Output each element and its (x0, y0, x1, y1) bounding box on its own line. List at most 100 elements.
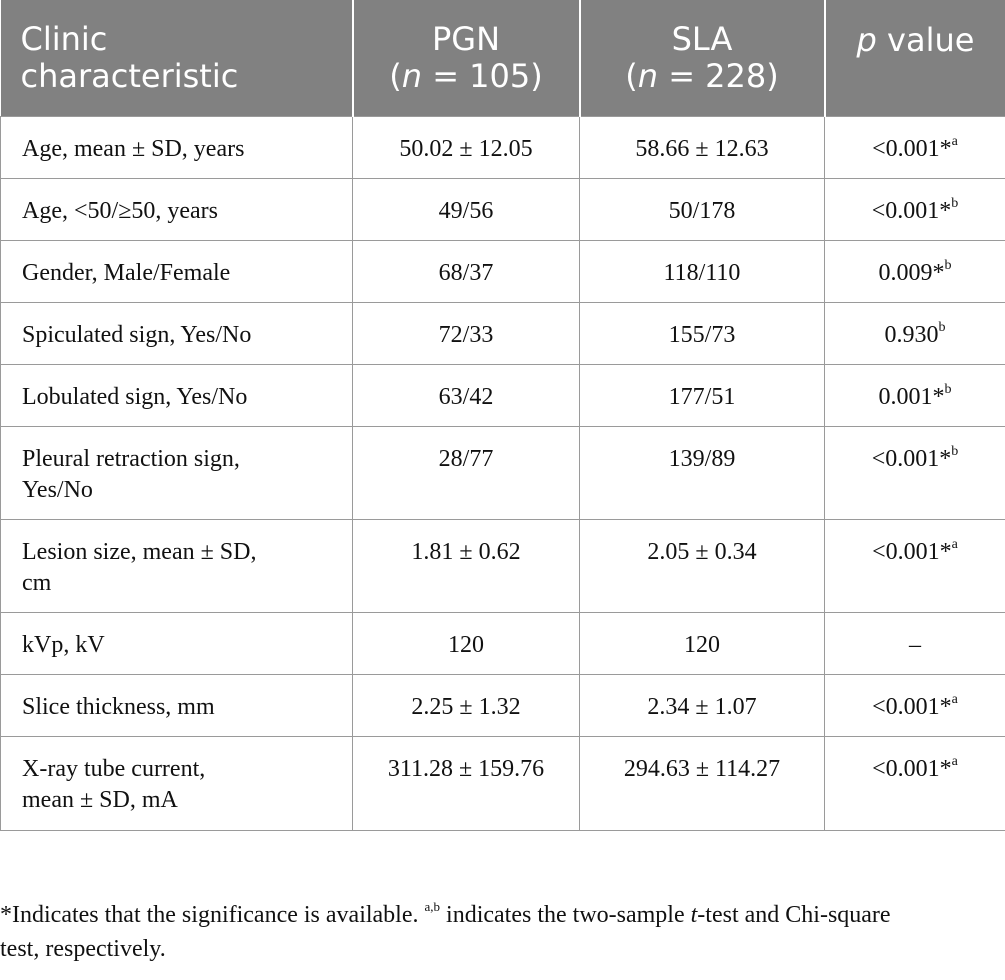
p-value-superscript: a (951, 753, 958, 769)
header-row: Clinic characteristic PGN (n = 105) SLA … (0, 0, 1005, 116)
pgn-value: 120 (352, 611, 580, 675)
header-p-value: p value (824, 0, 1005, 116)
row-label-line1: Pleural retraction sign, (22, 445, 240, 472)
p-value: <0.001*a (824, 115, 1005, 179)
row-label-line1: X-ray tube current, (22, 755, 206, 782)
sla-value: 2.05 ± 0.34 (579, 518, 825, 613)
header-sla-open-paren: ( (625, 56, 638, 95)
header-pgn-count: = 105) (422, 56, 543, 95)
pgn-value: 311.28 ± 159.76 (352, 735, 580, 831)
p-value-text: <0.001* (872, 135, 952, 162)
p-value-superscript: b (938, 319, 946, 335)
pgn-value: 2.25 ± 1.32 (352, 673, 580, 737)
row-label-line1: Lesion size, mean ± SD, (22, 538, 257, 565)
p-value: <0.001*a (824, 673, 1005, 737)
row-label: X-ray tube current, mean ± SD, mA (0, 735, 353, 831)
header-value-word: value (876, 21, 975, 59)
header-characteristic: Clinic characteristic (0, 0, 354, 116)
sla-value: 2.34 ± 1.07 (579, 673, 825, 737)
p-value: – (824, 611, 1005, 675)
p-value-text: <0.001* (872, 538, 952, 565)
p-value: 0.930b (824, 301, 1005, 365)
p-value: <0.001*b (824, 425, 1005, 520)
header-pgn-line1: PGN (431, 19, 501, 58)
row-label: Age, mean ± SD, years (0, 115, 353, 179)
header-sla-line1: SLA (671, 19, 733, 58)
row-label: kVp, kV (0, 611, 353, 675)
p-value-superscript: a (951, 133, 958, 149)
sla-value: 58.66 ± 12.63 (579, 115, 825, 179)
p-value-text: <0.001* (872, 693, 952, 720)
table-row: Pleural retraction sign, Yes/No 28/77 139… (0, 425, 1005, 520)
sla-value: 120 (579, 611, 825, 675)
header-characteristic-line1: Clinic (20, 19, 108, 58)
header-pgn-line2: (n = 105) (354, 56, 579, 95)
table-header: Clinic characteristic PGN (n = 105) SLA … (0, 0, 1005, 116)
pgn-value: 72/33 (352, 301, 580, 365)
header-pgn-open-paren: ( (389, 56, 402, 95)
table-row: Age, <50/≥50, years 49/56 50/178 <0.001*… (0, 177, 1005, 241)
p-value-superscript: a (951, 536, 958, 552)
pgn-value: 50.02 ± 12.05 (352, 115, 580, 179)
p-value-text: <0.001* (871, 197, 952, 224)
header-p-value-line1: p value (826, 22, 1005, 59)
table-row: Slice thickness, mm 2.25 ± 1.32 2.34 ± 1… (0, 673, 1005, 737)
p-value-superscript: b (951, 443, 959, 459)
p-value-superscript: b (944, 257, 952, 273)
sla-value: 294.63 ± 114.27 (579, 735, 825, 831)
table-row: X-ray tube current, mean ± SD, mA 311.28 … (0, 735, 1005, 831)
p-value-text: <0.001* (872, 755, 952, 782)
table-row: Lobulated sign, Yes/No 63/42 177/51 0.00… (0, 363, 1005, 427)
footnote-part1: *Indicates that the significance is avai… (0, 902, 425, 928)
footnote-part2: indicates the two-sample (440, 902, 691, 928)
sla-value: 139/89 (579, 425, 825, 520)
p-value-superscript: a (951, 691, 958, 707)
footnote-part3: -test and Chi-square (697, 902, 891, 928)
table-row: Gender, Male/Female 68/37 118/110 0.009*… (0, 239, 1005, 303)
table-row: Age, mean ± SD, years 50.02 ± 12.05 58.6… (0, 115, 1005, 179)
p-value: <0.001*a (824, 735, 1005, 831)
row-label-line2: Yes/No (22, 476, 93, 503)
pgn-value: 63/42 (352, 363, 580, 427)
sla-value: 50/178 (579, 177, 825, 241)
header-characteristic-line2: characteristic (20, 56, 239, 95)
pgn-value: 1.81 ± 0.62 (352, 518, 580, 613)
row-label-line2: cm (22, 569, 52, 596)
p-value-text: 0.001* (878, 383, 945, 410)
p-value: <0.001*a (824, 518, 1005, 613)
header-pgn-n: n (401, 56, 423, 95)
table-row: Spiculated sign, Yes/No 72/33 155/73 0.9… (0, 301, 1005, 365)
footnote-line2: test, respectively. (0, 936, 166, 962)
row-label: Lesion size, mean ± SD, cm (0, 518, 353, 613)
p-value: 0.001*b (824, 363, 1005, 427)
sla-value: 177/51 (579, 363, 825, 427)
clinical-characteristics-table-wrap: Clinic characteristic PGN (n = 105) SLA … (0, 0, 1005, 831)
row-label: Spiculated sign, Yes/No (0, 301, 353, 365)
row-label: Lobulated sign, Yes/No (0, 363, 353, 427)
header-sla-count: = 228) (658, 56, 779, 95)
sla-value: 118/110 (579, 239, 825, 303)
p-value-text: 0.009* (878, 259, 945, 286)
row-label-line2: mean ± SD, mA (22, 786, 178, 813)
footnote-italic-t: t (690, 902, 698, 928)
header-sla-line2: (n = 228) (581, 56, 824, 95)
header-sla: SLA (n = 228) (579, 0, 826, 116)
table-body: Age, mean ± SD, years 50.02 ± 12.05 58.6… (0, 115, 1005, 831)
p-value-superscript: b (951, 195, 959, 211)
p-value-text: <0.001* (871, 445, 952, 472)
footnote-superscript: a,b (424, 899, 441, 914)
table-footnote: *Indicates that the significance is avai… (0, 898, 1005, 966)
row-label: Pleural retraction sign, Yes/No (0, 425, 353, 520)
p-value: <0.001*b (824, 177, 1005, 241)
row-label: Age, <50/≥50, years (0, 177, 353, 241)
p-value-text: – (909, 631, 921, 658)
pgn-value: 68/37 (352, 239, 580, 303)
row-label: Gender, Male/Female (0, 239, 353, 303)
header-p: p (856, 21, 877, 59)
table-row: kVp, kV 120 120 – (0, 611, 1005, 675)
p-value: 0.009*b (824, 239, 1005, 303)
clinical-characteristics-table: Clinic characteristic PGN (n = 105) SLA … (0, 0, 1005, 831)
p-value-superscript: b (944, 381, 952, 397)
sla-value: 155/73 (579, 301, 825, 365)
pgn-value: 28/77 (352, 425, 580, 520)
